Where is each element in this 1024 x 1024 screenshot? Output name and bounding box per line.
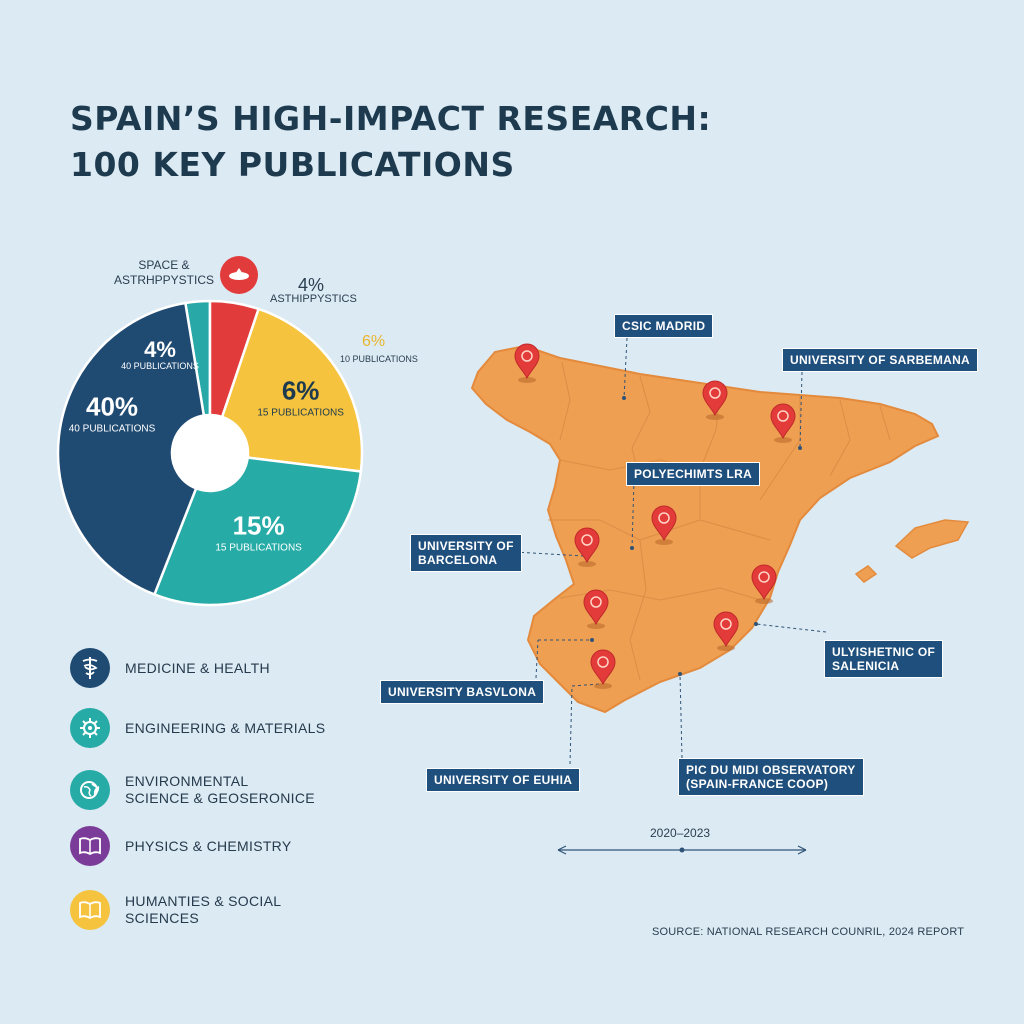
space-category-label: SPACE & ASTRHPPYSTICS — [114, 258, 215, 287]
legend-item-engineering: ENGINEERING & MATERIALS — [70, 708, 370, 748]
legend-item-medicine: MEDICINE & HEALTH — [70, 648, 370, 688]
slice-pct-label: 6% — [282, 376, 320, 406]
pin-shadow — [518, 377, 536, 383]
pin-ring — [521, 350, 533, 362]
pin-ring — [590, 596, 602, 608]
title-line-1: SPAIN’S HIGH-IMPACT RESEARCH: — [70, 99, 712, 138]
balearic-island-mallorca — [894, 519, 970, 559]
pin-shadow — [717, 645, 735, 651]
map-label-salenicia: ULYISHETNIC OF SALENICIA — [824, 640, 944, 678]
legend-item-environmental: ENVIRONMENTAL SCIENCE & GEOSERONICE — [70, 770, 370, 810]
yellow-outside-pct: 6% — [362, 333, 386, 350]
legend-item-physics: PHYSICS & CHEMISTRY — [70, 826, 370, 866]
slice-pub-label: 40 PUBLICATIONS — [121, 361, 199, 371]
legend-item-humanities: HUMANTIES & SOCIAL SCIENCES — [70, 890, 370, 930]
pin-shadow — [587, 623, 605, 629]
pin-shadow — [594, 683, 612, 689]
slice-pct-label: 4% — [144, 337, 176, 362]
pin-shadow — [755, 598, 773, 604]
map-label-euhia: UNIVERSITY OF EUHIA — [426, 768, 581, 792]
pin-ring — [709, 387, 721, 399]
balearic-island-ibiza — [854, 565, 878, 583]
title-line-2: 100 KEY PUBLICATIONS — [70, 145, 515, 184]
pin-ring — [597, 656, 609, 668]
legend-label: PHYSICS & CHEMISTRY — [125, 837, 292, 854]
slice-pct-label: 15% — [233, 511, 285, 541]
globe-leaf-icon — [70, 770, 110, 810]
donut-chart: 40% 40 PUBLICATIONS 15% 15 PUBLICATIONS 6% 15… — [56, 299, 364, 607]
timeline-label: 2020–2023 — [650, 826, 711, 840]
map-label-basvlona: UNIVERSITY BASVLONA — [380, 680, 545, 704]
map-label-pic-du-midi: PIC DU MIDI OBSERVATORY (SPAIN-FRANCE CO… — [678, 758, 864, 796]
slice-pub-label: 15 PUBLICATIONS — [257, 408, 344, 419]
legend-label: MEDICINE & HEALTH — [125, 659, 270, 676]
spain-mainland — [470, 344, 970, 714]
pin-ring — [581, 534, 593, 546]
caduceus-icon — [70, 648, 110, 688]
map-label-sarbemana: UNIVERSITY OF SARBEMANA — [782, 348, 979, 372]
pin-shadow — [578, 561, 596, 567]
slice-pct-label: 40% — [86, 391, 138, 421]
slice-pub-label: 15 PUBLICATIONS — [215, 543, 302, 554]
pin-shadow — [706, 414, 724, 420]
source-note: SOURCE: NATIONAL RESEARCH COUNRIL, 2024 … — [652, 926, 965, 938]
gear-icon — [70, 708, 110, 748]
legend-label: HUMANTIES & SOCIAL SCIENCES — [125, 893, 282, 926]
page-title: SPAIN’S HIGH-IMPACT RESEARCH: 100 KEY PU… — [70, 96, 711, 188]
book-icon — [70, 826, 110, 866]
leader-lines — [514, 337, 827, 765]
pin-ring — [658, 512, 670, 524]
outside-sub-label: ASTHIPPYSTICS — [270, 293, 357, 305]
book-icon — [70, 890, 110, 930]
pin-ring — [720, 618, 732, 630]
rocket-icon — [220, 256, 258, 294]
timeline-axis — [557, 845, 807, 855]
outside-pct-label: 4% — [298, 275, 325, 295]
mainland-shape — [470, 344, 940, 714]
pin-ring — [777, 410, 789, 422]
slice-pub-label: 40 PUBLICATIONS — [69, 423, 156, 434]
yellow-outside-pub: 10 PUBLICATIONS — [340, 354, 418, 364]
legend-label: ENGINEERING & MATERIALS — [125, 719, 326, 736]
leader-dots — [590, 396, 802, 676]
donut-hole — [172, 415, 248, 491]
map-label-csic-madrid: CSIC MADRID — [614, 314, 714, 338]
pin-shadow — [774, 437, 792, 443]
map-label-barcelona: UNIVERSITY OF BARCELONA — [410, 534, 522, 572]
legend-label: ENVIRONMENTAL SCIENCE & GEOSERONICE — [125, 773, 315, 806]
pin-ring — [758, 571, 770, 583]
map-pins — [514, 343, 796, 689]
pin-shadow — [655, 539, 673, 545]
map-label-polyechimts: POLYECHIMTS LRA — [626, 462, 761, 486]
